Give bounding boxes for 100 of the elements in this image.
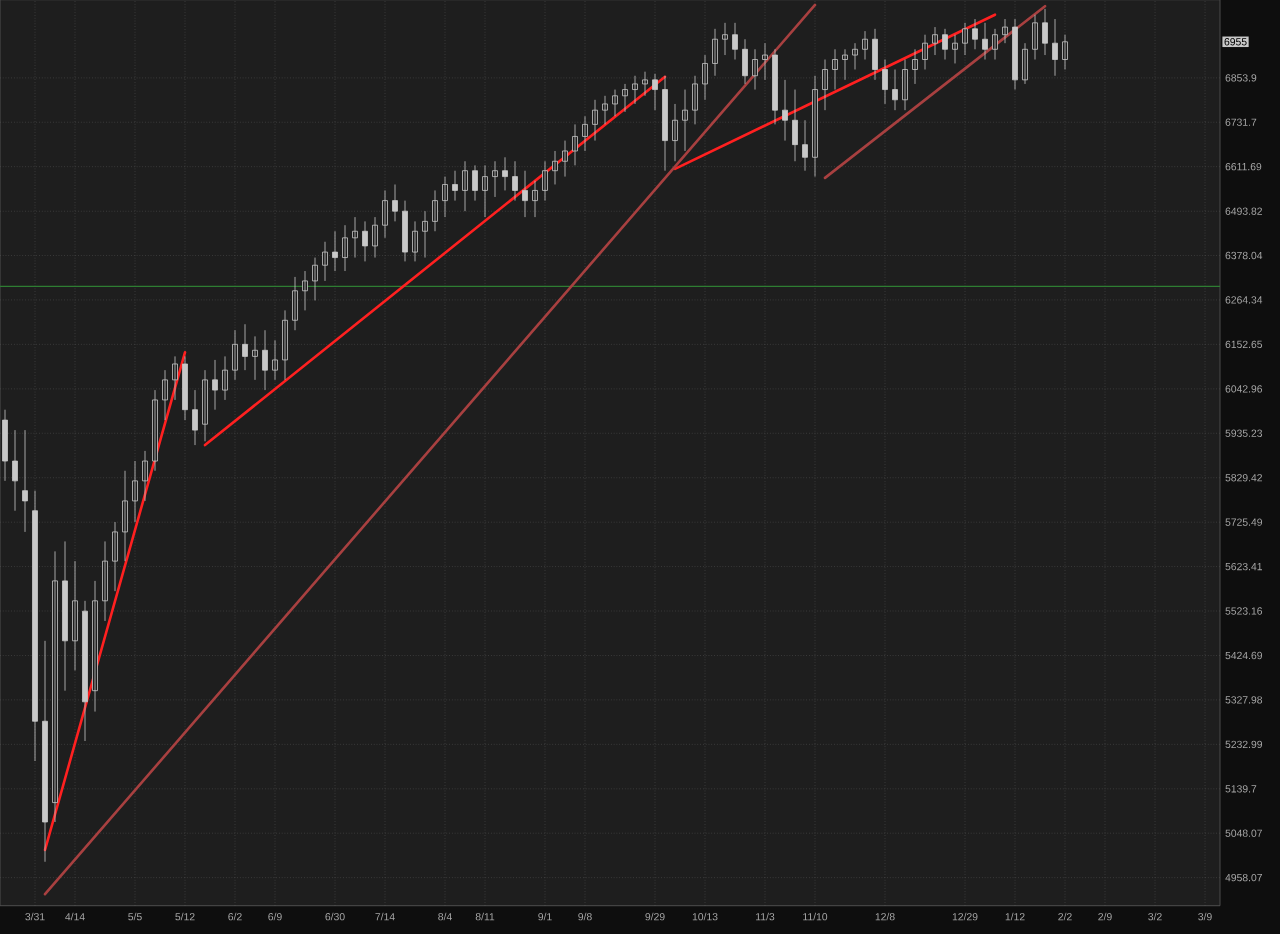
candlestick xyxy=(492,160,498,198)
candlestick xyxy=(642,71,648,97)
candlestick xyxy=(712,28,718,77)
candlestick xyxy=(342,224,348,272)
candlestick xyxy=(782,79,788,141)
candlestick xyxy=(542,160,548,202)
candlestick xyxy=(362,220,368,262)
candlestick xyxy=(1052,18,1058,77)
candlestick xyxy=(512,160,518,202)
candlestick xyxy=(172,355,178,401)
candlestick xyxy=(632,75,638,105)
candlestick xyxy=(522,170,528,218)
candlestick xyxy=(562,140,568,177)
candlestick xyxy=(322,241,328,282)
candlestick xyxy=(1032,14,1038,60)
candlestick xyxy=(812,75,818,177)
candlestick xyxy=(72,560,78,671)
candlestick xyxy=(442,176,448,218)
candlestick xyxy=(332,230,338,272)
candlestick xyxy=(252,335,258,381)
candlestick xyxy=(132,460,138,523)
candlestick xyxy=(982,22,988,60)
candlestick xyxy=(1062,34,1068,70)
candlestick xyxy=(582,115,588,152)
candlestick xyxy=(992,28,998,60)
candlestick xyxy=(352,216,358,258)
candlestick xyxy=(412,220,418,262)
candlestick xyxy=(662,75,668,172)
candlestick xyxy=(62,541,68,692)
candlestick xyxy=(742,38,748,85)
candlestick xyxy=(422,210,428,258)
candlestick xyxy=(692,75,698,125)
candlestick xyxy=(432,190,438,232)
candlestick xyxy=(852,42,858,70)
candlestick xyxy=(472,164,478,202)
candlestick xyxy=(1002,18,1008,44)
candlestick xyxy=(502,156,508,191)
candlestick xyxy=(862,30,868,60)
candlestick xyxy=(772,48,778,125)
candlestick xyxy=(482,164,488,218)
candlestick xyxy=(22,429,28,533)
candlestick xyxy=(112,521,118,592)
candlestick xyxy=(602,95,608,125)
candlestick xyxy=(762,42,768,81)
candlestick xyxy=(892,69,898,111)
candlestick xyxy=(462,160,468,212)
candlestick xyxy=(312,257,318,301)
candlestick xyxy=(922,34,928,70)
candlestick xyxy=(32,490,38,762)
candlestick xyxy=(92,580,98,712)
candlestick xyxy=(222,355,228,401)
candlestick xyxy=(792,89,798,162)
candlestick xyxy=(122,470,128,562)
candlestick xyxy=(212,359,218,411)
candlestick xyxy=(2,409,8,482)
candlestick xyxy=(832,48,838,90)
candlestick xyxy=(232,329,238,381)
candlestick xyxy=(382,190,388,239)
candlestick xyxy=(42,640,48,863)
candlestick xyxy=(152,389,158,472)
candlestick xyxy=(752,48,758,90)
candlestick xyxy=(12,429,18,512)
candlestick xyxy=(592,99,598,141)
candlestick xyxy=(292,276,298,331)
candlestick xyxy=(1012,18,1018,90)
candlestick xyxy=(262,329,268,391)
candlestick xyxy=(82,600,88,742)
candlestick xyxy=(392,184,398,222)
candlestick xyxy=(872,28,878,81)
candlestick xyxy=(202,369,208,442)
candlestick xyxy=(962,22,968,56)
candlestick xyxy=(552,150,558,185)
candlestick xyxy=(52,550,58,823)
candlestick xyxy=(882,59,888,105)
candlestick xyxy=(102,541,108,622)
candlestick xyxy=(972,18,978,50)
candlestick xyxy=(912,48,918,85)
candlestick xyxy=(272,339,278,381)
candlestick xyxy=(372,216,378,258)
candlestick xyxy=(192,389,198,446)
candlestick xyxy=(142,450,148,502)
candlestick xyxy=(672,103,678,162)
candlestick xyxy=(622,83,628,113)
candlestick xyxy=(1042,8,1048,56)
candlestick xyxy=(842,48,848,81)
candlestick xyxy=(612,89,618,117)
candlestick xyxy=(932,26,938,56)
candlestick xyxy=(572,123,578,166)
candlestick xyxy=(402,200,408,262)
candlestick xyxy=(732,22,738,60)
candlestick xyxy=(532,180,538,218)
candlestick xyxy=(902,59,908,111)
candlestick xyxy=(802,119,808,172)
candlestick xyxy=(1022,42,1028,85)
candlestick xyxy=(162,369,168,421)
candlestick xyxy=(282,309,288,381)
candlestick xyxy=(702,54,708,101)
candlestick xyxy=(722,22,728,56)
candlestick xyxy=(682,89,688,152)
candlestick xyxy=(652,73,658,111)
